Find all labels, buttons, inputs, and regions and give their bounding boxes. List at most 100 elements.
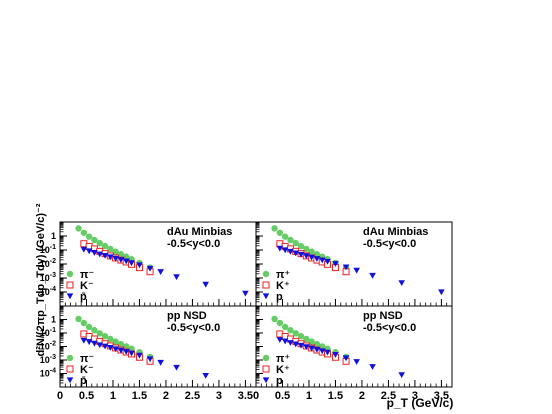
panel-annotation: -0.5<y<0.0 [363, 238, 416, 250]
proton-point [342, 355, 350, 362]
y-tick-label: 10-4 [40, 368, 56, 379]
proton-point [96, 251, 104, 258]
proton-point [173, 364, 180, 371]
y-tick-label: 10-1 [40, 244, 56, 255]
pion-point [292, 330, 299, 337]
proton-point [369, 272, 376, 279]
pion-point [107, 335, 114, 343]
pion-point [101, 242, 109, 250]
proton-point [398, 372, 405, 379]
pion-point [271, 225, 278, 232]
legend-label: π⁻ [80, 353, 94, 365]
pion-point [308, 248, 315, 255]
panel-bottom-right: 0 0.5 1 1.5 2 2.5 3 3.5 pp NSD-0.5<y<0.0 π⁺K⁺p [253, 305, 453, 402]
pion-point [117, 340, 125, 348]
proton-point [303, 253, 310, 260]
pion-point [80, 229, 88, 236]
proton-point [276, 245, 284, 252]
legend-kaon-marker [66, 365, 74, 373]
proton-point [332, 352, 339, 358]
proton-point [438, 289, 445, 296]
pion-point [128, 345, 135, 352]
pion-point [101, 332, 109, 340]
legend-proton-marker [262, 377, 270, 384]
proton-point [281, 338, 289, 345]
x-tick-label: 2 [359, 390, 365, 402]
panel-annotation: pp NSD [167, 310, 207, 322]
x-tick-label: 1 [110, 390, 116, 402]
proton-point [85, 339, 93, 346]
legend-label: K⁻ [80, 280, 94, 292]
proton-point [101, 343, 109, 350]
pion-point [91, 236, 98, 244]
proton-point [281, 247, 289, 254]
pion-point [313, 251, 321, 258]
proton-point [136, 352, 143, 359]
y-tick-label: 10-3 [40, 272, 56, 283]
proton-point [91, 250, 98, 256]
proton-point [101, 252, 109, 259]
legend-pion-marker [262, 354, 270, 362]
proton-point [313, 256, 321, 262]
legend-proton-marker [66, 293, 74, 300]
pion-point [287, 327, 294, 334]
x-tick-label: 2 [163, 390, 169, 402]
proton-point [292, 250, 300, 257]
proton-point [157, 359, 164, 366]
pion-point [75, 315, 82, 323]
pion-point [281, 323, 289, 331]
series-triangle-down [80, 246, 249, 297]
proton-point [287, 340, 294, 346]
proton-point [202, 372, 209, 379]
proton-point [112, 255, 119, 262]
proton-point [242, 290, 249, 297]
legend-pion-marker [66, 354, 74, 362]
y-tick-label: 10-4 [40, 286, 56, 297]
proton-point [276, 337, 284, 343]
y-tick-label: 1 [51, 231, 56, 241]
panels: 10-410-310-210-11 dAu Minbias-0.5<y<0.0π⁻… [40, 221, 453, 402]
y-tick-label: 10-3 [40, 354, 56, 365]
x-tick-label: 0.5 [275, 390, 290, 402]
legend-proton-marker [66, 377, 74, 384]
pion-point [112, 248, 119, 255]
proton-point [297, 251, 305, 258]
legend-label: K⁺ [276, 364, 290, 376]
proton-point [303, 344, 310, 351]
proton-point [313, 346, 321, 353]
x-tick-label: 2.5 [185, 390, 200, 402]
proton-point [122, 349, 130, 355]
pion-point [123, 343, 130, 350]
pion-point [297, 242, 305, 250]
x-tick-label: 3.5 [238, 390, 253, 402]
legend-proton-marker [262, 293, 270, 300]
proton-point [117, 347, 125, 354]
proton-point [202, 281, 209, 288]
proton-point [157, 269, 164, 275]
proton-point [136, 262, 143, 269]
proton-point [107, 254, 114, 261]
panel-top-right: dAu Minbias-0.5<y<0.0 π⁺K⁺p [255, 221, 453, 307]
proton-point [146, 356, 154, 363]
proton-point [369, 364, 376, 370]
legend-label: π⁻ [80, 269, 94, 281]
pion-point [112, 338, 119, 345]
legend-pion-marker [66, 270, 74, 278]
pion-point [281, 233, 289, 240]
pion-point [117, 251, 125, 258]
legend-label: K⁺ [276, 280, 290, 292]
pion-point [85, 233, 93, 240]
proton-point [318, 348, 326, 355]
panel-annotation: -0.5<y<0.0 [167, 322, 220, 334]
proton-point [332, 261, 339, 267]
proton-point [107, 344, 114, 351]
proton-point [146, 265, 154, 272]
panel-annotation: dAu Minbias [167, 226, 232, 238]
x-tick-label: 0 [253, 390, 259, 402]
x-axis-label: p_T (GeV/c) [387, 396, 454, 410]
pion-point [287, 236, 294, 244]
proton-point [353, 359, 360, 365]
pion-point [271, 315, 278, 323]
proton-point [308, 254, 315, 261]
